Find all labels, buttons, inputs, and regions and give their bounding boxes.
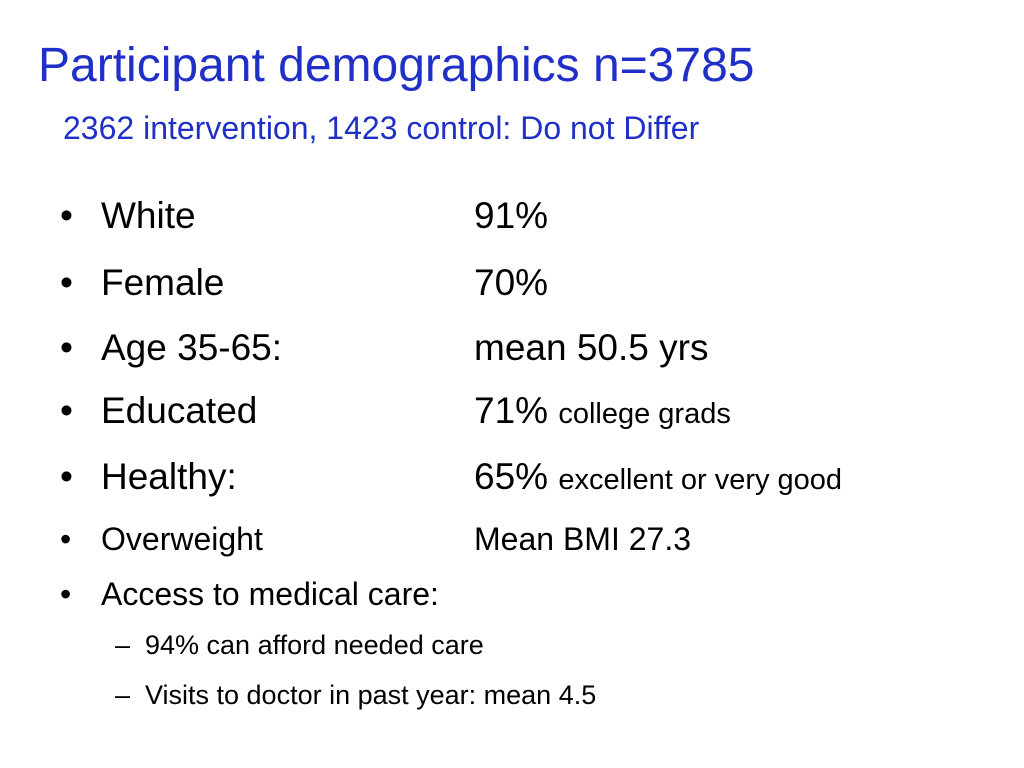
bullet-value: 91% bbox=[474, 195, 549, 236]
dash-icon: – bbox=[115, 630, 131, 660]
bullet-value-note: college grads bbox=[558, 398, 731, 430]
slide-subtitle: 2362 intervention, 1423 control: Do not … bbox=[63, 110, 700, 146]
dash-icon: – bbox=[115, 680, 131, 710]
bullet-label: White bbox=[101, 195, 196, 236]
bullet-label: Female bbox=[101, 262, 225, 303]
bullet-icon: • bbox=[60, 456, 73, 497]
subitem-text: 94% can afford needed care bbox=[145, 630, 484, 660]
bullet-value-main: 71% bbox=[474, 390, 549, 431]
bullet-value: 65% excellent or very good bbox=[474, 458, 842, 495]
bullet-icon: • bbox=[60, 195, 73, 236]
bullet-icon: • bbox=[60, 390, 73, 431]
bullet-value: mean 50.5 yrs bbox=[474, 327, 709, 368]
bullet-value-main: 65% bbox=[474, 456, 549, 497]
bullet-icon: • bbox=[60, 262, 73, 303]
bullet-label: Educated bbox=[101, 390, 258, 431]
subitem-text: Visits to doctor in past year: mean 4.5 bbox=[145, 680, 597, 710]
bullet-value: 71% college grads bbox=[474, 392, 731, 429]
bullet-value: Mean BMI 27.3 bbox=[474, 521, 691, 557]
bullet-icon: • bbox=[60, 521, 72, 557]
bullet-label: Age 35-65: bbox=[101, 327, 283, 368]
bullet-value: 70% bbox=[474, 262, 549, 303]
slide-title: Participant demographics n=3785 bbox=[38, 39, 755, 92]
bullet-label: Access to medical care: bbox=[101, 576, 439, 612]
bullet-label: Healthy: bbox=[101, 456, 237, 497]
bullet-icon: • bbox=[60, 576, 72, 612]
bullet-icon: • bbox=[60, 327, 73, 368]
bullet-value-note: excellent or very good bbox=[558, 464, 843, 496]
bullet-label: Overweight bbox=[101, 521, 263, 557]
